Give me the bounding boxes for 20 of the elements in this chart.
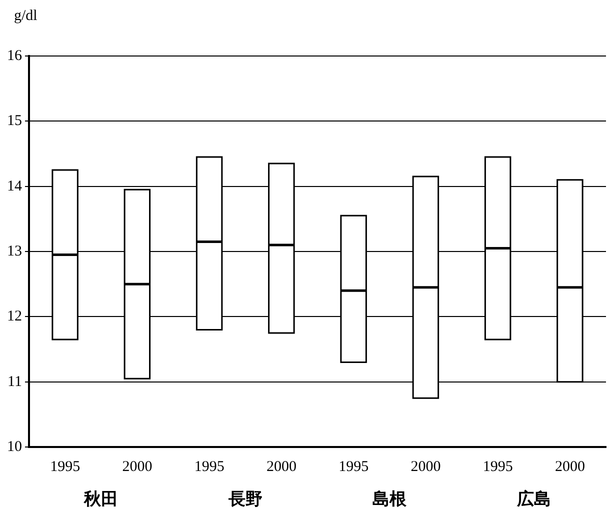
y-tick-label: 16 (7, 48, 22, 64)
y-tick-label: 11 (8, 374, 22, 390)
x-tick-label: 2000 (122, 458, 152, 475)
text: 秋田 (83, 489, 118, 510)
x-tick-label: 1995 (194, 458, 224, 475)
x-tick-label: 2000 (554, 458, 585, 475)
y-axis-title: g/dl (14, 8, 38, 25)
x-tick-label: 1995 (482, 458, 513, 475)
x-tick-label: 1995 (50, 458, 80, 475)
x-tick-label: 1995 (338, 458, 369, 475)
text: 長野 (227, 489, 262, 510)
y-tick-label: 14 (7, 178, 22, 194)
y-tick-label: 10 (7, 438, 22, 455)
y-tick-label: 12 (7, 308, 22, 325)
x-tick-label: 2000 (410, 458, 441, 475)
text: 広島 (516, 489, 551, 510)
y-tick-label: 13 (7, 243, 22, 260)
text: 島根 (372, 489, 408, 510)
y-tick-label: 15 (7, 113, 22, 130)
x-tick-label: 2000 (266, 458, 296, 475)
